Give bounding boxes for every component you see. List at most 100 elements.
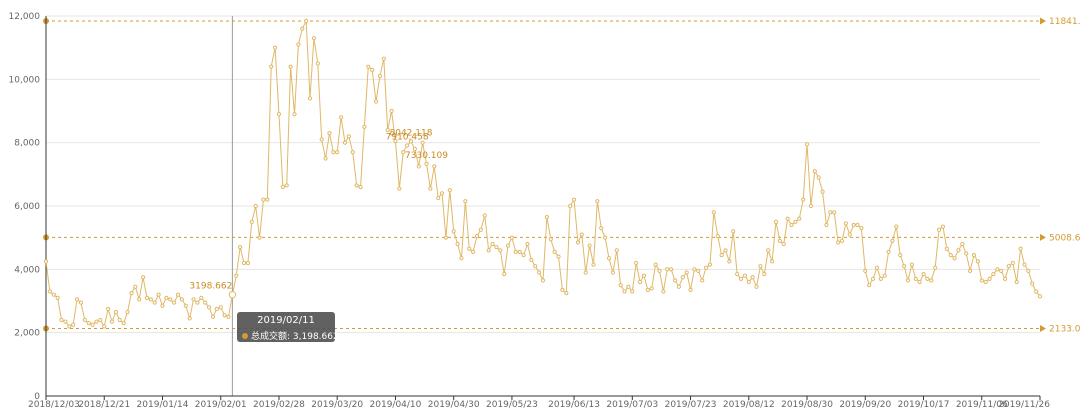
data-point[interactable]	[727, 259, 732, 264]
data-point[interactable]	[707, 262, 713, 267]
data-point[interactable]	[773, 219, 779, 224]
data-point[interactable]	[346, 134, 351, 139]
data-point[interactable]	[971, 252, 977, 258]
data-point[interactable]	[160, 303, 165, 308]
data-point[interactable]	[1030, 281, 1035, 286]
data-point[interactable]	[991, 271, 996, 277]
data-point[interactable]	[265, 197, 270, 202]
data-point[interactable]	[622, 289, 627, 294]
data-point[interactable]	[214, 306, 219, 312]
data-point[interactable]	[408, 139, 414, 144]
data-point[interactable]	[952, 256, 957, 261]
data-point[interactable]	[851, 222, 856, 228]
data-point[interactable]	[43, 259, 49, 264]
data-point[interactable]	[738, 276, 744, 281]
data-point[interactable]	[253, 203, 258, 209]
data-point[interactable]	[571, 197, 577, 202]
data-point[interactable]	[828, 210, 833, 215]
data-point[interactable]	[1022, 262, 1027, 267]
data-point[interactable]	[51, 292, 56, 297]
data-point[interactable]	[90, 322, 95, 327]
data-point[interactable]	[125, 309, 130, 315]
data-point[interactable]	[471, 249, 476, 255]
data-point[interactable]	[898, 252, 903, 258]
data-point[interactable]	[447, 188, 452, 193]
data-point[interactable]	[936, 227, 942, 232]
data-point[interactable]	[676, 284, 682, 289]
data-point[interactable]	[929, 278, 934, 283]
data-point[interactable]	[377, 74, 383, 79]
data-point[interactable]	[987, 276, 992, 281]
data-point[interactable]	[82, 317, 87, 323]
data-point[interactable]	[1037, 294, 1043, 299]
data-point[interactable]	[820, 189, 825, 194]
data-point[interactable]	[735, 271, 740, 277]
data-point[interactable]	[742, 273, 748, 278]
data-point[interactable]	[719, 252, 724, 258]
data-point[interactable]	[874, 265, 880, 270]
data-point[interactable]	[762, 271, 767, 277]
data-point[interactable]	[583, 270, 588, 275]
data-point[interactable]	[921, 271, 926, 277]
data-point[interactable]	[366, 64, 371, 69]
data-point[interactable]	[234, 273, 239, 278]
data-point[interactable]	[459, 256, 464, 261]
data-point[interactable]	[758, 264, 763, 269]
data-point[interactable]	[269, 64, 274, 69]
data-point[interactable]	[979, 278, 984, 283]
data-point[interactable]	[307, 96, 313, 101]
data-point[interactable]	[331, 150, 336, 155]
data-point[interactable]	[804, 142, 810, 147]
data-point[interactable]	[1018, 246, 1023, 251]
data-point[interactable]	[67, 324, 72, 329]
data-point[interactable]	[397, 186, 402, 191]
data-point[interactable]	[1010, 260, 1015, 266]
data-point[interactable]	[276, 112, 282, 117]
data-point[interactable]	[133, 284, 138, 289]
data-point[interactable]	[789, 222, 794, 228]
data-point[interactable]	[420, 140, 425, 145]
data-point[interactable]	[63, 319, 68, 324]
data-point[interactable]	[956, 248, 961, 253]
data-point[interactable]	[696, 268, 701, 274]
data-point[interactable]	[968, 268, 973, 274]
data-point[interactable]	[416, 164, 421, 169]
data-point[interactable]	[529, 257, 534, 262]
data-point[interactable]	[797, 216, 802, 221]
data-point[interactable]	[595, 199, 600, 204]
data-point[interactable]	[894, 224, 899, 229]
data-point[interactable]	[350, 150, 355, 155]
data-point[interactable]	[859, 226, 864, 231]
data-point[interactable]	[59, 317, 64, 323]
data-point[interactable]	[824, 222, 829, 228]
data-point[interactable]	[890, 238, 895, 243]
data-point[interactable]	[436, 195, 441, 201]
data-point[interactable]	[847, 232, 852, 237]
data-point[interactable]	[641, 273, 647, 278]
data-point[interactable]	[944, 246, 949, 251]
data-point[interactable]	[152, 300, 157, 305]
data-point[interactable]	[109, 319, 115, 324]
data-point[interactable]	[513, 249, 518, 255]
data-point[interactable]	[552, 249, 557, 255]
data-point[interactable]	[172, 300, 177, 305]
data-point[interactable]	[327, 131, 332, 136]
data-point[interactable]	[129, 290, 134, 296]
data-point[interactable]	[238, 245, 243, 250]
data-point[interactable]	[288, 64, 293, 69]
data-point[interactable]	[983, 279, 988, 285]
data-point[interactable]	[812, 169, 817, 174]
data-point[interactable]	[494, 245, 499, 250]
data-point[interactable]	[55, 295, 60, 300]
data-point[interactable]	[199, 295, 204, 300]
data-point[interactable]	[354, 183, 359, 188]
data-point[interactable]	[335, 150, 340, 155]
data-point[interactable]	[304, 18, 309, 24]
data-point[interactable]	[284, 183, 289, 188]
data-point[interactable]	[467, 246, 472, 251]
data-point[interactable]	[754, 284, 759, 289]
data-point[interactable]	[603, 235, 608, 240]
data-point[interactable]	[785, 216, 790, 221]
data-point[interactable]	[902, 264, 907, 269]
data-point[interactable]	[210, 314, 216, 319]
